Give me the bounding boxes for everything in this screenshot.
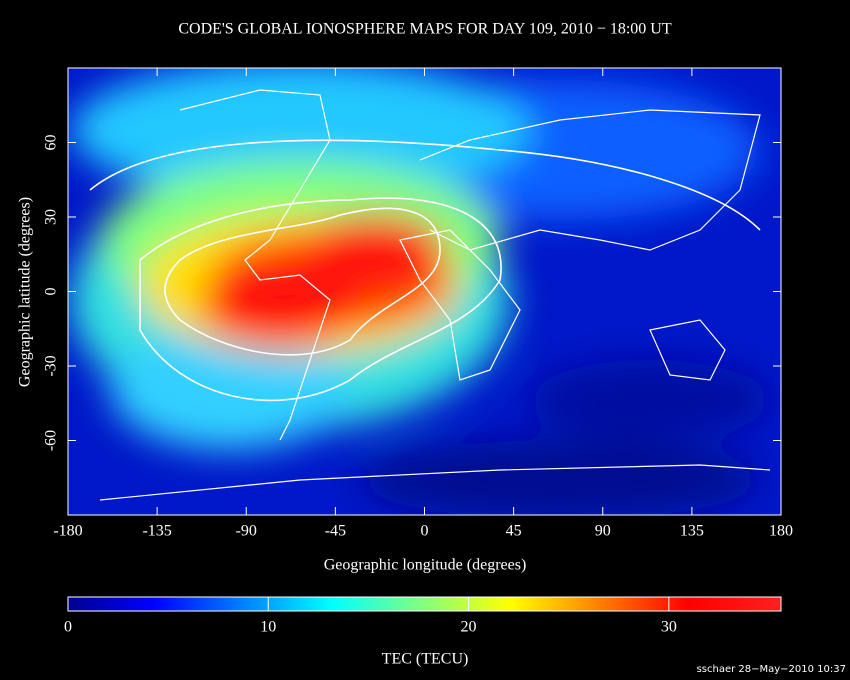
title: CODE'S GLOBAL IONOSPHERE MAPS FOR DAY 10… xyxy=(178,21,672,38)
footer: sschaer 28−May−2010 10:37 xyxy=(697,664,846,675)
y-tick-label: 30 xyxy=(43,209,60,225)
x-axis-label: Geographic longitude (degrees) xyxy=(324,557,527,574)
x-tick-label: 45 xyxy=(506,523,522,540)
x-tick-label: -90 xyxy=(236,523,257,540)
tec-field xyxy=(68,68,781,515)
x-tick-label: 90 xyxy=(595,523,611,540)
colorbar-label: TEC (TECU) xyxy=(382,651,469,668)
colorbar-tick-label: 20 xyxy=(461,619,477,636)
x-tick-label: 135 xyxy=(680,523,704,540)
colorbar-tick-label: 0 xyxy=(64,619,72,636)
y-tick-label: -30 xyxy=(43,355,60,376)
x-tick-label: -180 xyxy=(53,523,82,540)
colorbar-tick-label: 30 xyxy=(661,619,677,636)
y-tick-label: 60 xyxy=(43,135,60,151)
x-tick-label: 180 xyxy=(769,523,793,540)
colorbar-tick-label: 10 xyxy=(260,619,276,636)
x-tick-label: -45 xyxy=(325,523,346,540)
contours xyxy=(89,139,761,402)
x-tick-label: -135 xyxy=(142,523,171,540)
coastlines xyxy=(99,89,771,501)
y-tick-label: -60 xyxy=(43,430,60,451)
y-axis-label: Geographic latitude (degrees) xyxy=(17,197,34,387)
colorbar xyxy=(67,596,782,612)
tec-blobs xyxy=(70,68,770,515)
y-tick-label: 0 xyxy=(43,288,60,296)
x-tick-label: 0 xyxy=(421,523,429,540)
